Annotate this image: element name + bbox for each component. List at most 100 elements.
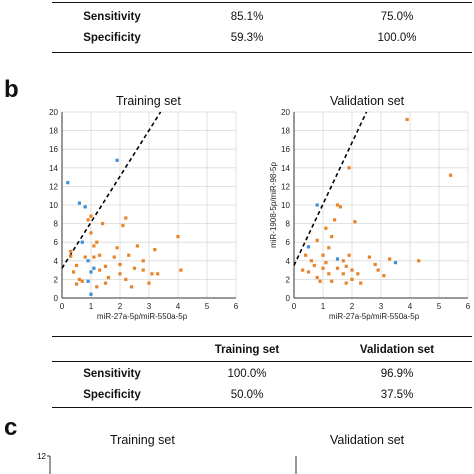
data-point — [309, 259, 313, 263]
data-point — [147, 281, 151, 285]
data-point — [327, 246, 331, 250]
data-point — [89, 231, 93, 235]
data-point — [330, 235, 334, 239]
data-point — [350, 277, 354, 281]
y-tick-label: 10 — [281, 201, 290, 210]
metric-label: Sensitivity — [83, 10, 141, 23]
data-point — [80, 279, 84, 283]
cutoff-line — [61, 111, 162, 269]
data-point — [92, 244, 96, 248]
data-point — [321, 253, 325, 257]
y-tick-label: 6 — [286, 238, 291, 247]
data-point — [89, 214, 93, 218]
data-point — [306, 270, 311, 274]
data-point — [344, 281, 348, 285]
x-tick-label: 1 — [89, 302, 94, 311]
data-point — [376, 268, 380, 272]
data-point — [118, 262, 122, 267]
y-tick-label: 2 — [286, 275, 291, 284]
data-point — [301, 268, 305, 272]
y-tick-label: 0 — [54, 294, 59, 303]
y-tick-label: 16 — [49, 145, 58, 154]
x-tick-label: 4 — [176, 302, 181, 311]
data-point — [115, 246, 119, 250]
data-point — [327, 272, 331, 276]
plot-title-validation-c: Validation set — [330, 433, 405, 447]
data-point — [72, 270, 76, 274]
data-point — [124, 216, 128, 220]
data-point — [118, 272, 122, 276]
y-tick-label: 12 — [281, 182, 290, 191]
table-header-row: Training set Validation set — [52, 339, 472, 360]
x-axis-label: miR-27a-5p/miR-550a-5p — [329, 312, 420, 321]
data-point — [405, 117, 409, 122]
table-row: Specificity 59.3% 100.0% — [52, 27, 472, 48]
x-tick-label: 6 — [234, 302, 239, 311]
y-tick-label: 12 — [49, 182, 58, 191]
data-point — [373, 262, 377, 267]
y-tick-label: 10 — [49, 201, 58, 210]
data-point — [341, 272, 345, 276]
y-tick-label: 2 — [54, 275, 59, 284]
data-point — [359, 281, 363, 285]
data-point — [74, 263, 79, 268]
data-point — [98, 268, 102, 272]
data-point — [101, 222, 105, 226]
metric-value: 59.3% — [230, 31, 264, 44]
x-tick-label: 2 — [350, 302, 355, 311]
x-tick-label: 0 — [292, 302, 297, 311]
data-point — [367, 255, 371, 259]
column-header: Validation set — [359, 343, 435, 356]
data-point — [89, 292, 93, 296]
column-header — [52, 339, 172, 360]
y-tick-label: 20 — [281, 108, 290, 117]
data-point — [103, 264, 108, 268]
data-point — [103, 281, 108, 285]
data-point — [304, 253, 308, 257]
plot-title-training: Training set — [116, 94, 181, 108]
table-a-header-rule — [52, 2, 472, 3]
data-point — [141, 259, 145, 263]
data-point — [66, 181, 70, 185]
panel-letter-b: b — [4, 76, 19, 103]
data-point — [176, 235, 180, 239]
data-point — [83, 205, 87, 209]
data-point — [315, 275, 319, 280]
x-axis-label: miR-27a-5p/miR-550a-5p — [97, 312, 188, 321]
y-axis-label: miR-1908-5p/miR-98-5p — [270, 162, 278, 248]
data-point — [95, 240, 99, 244]
data-point — [89, 270, 93, 274]
x-tick-label: 5 — [205, 302, 210, 311]
x-tick-label: 0 — [60, 302, 65, 311]
panel-c-axes: 12 — [37, 452, 297, 474]
plot-title-training-c: Training set — [110, 433, 175, 447]
table-row: Sensitivity 100.0% 96.9% — [52, 363, 472, 384]
data-point — [388, 257, 392, 261]
y-tick-label: 12 — [37, 452, 46, 461]
y-tick-label: 16 — [281, 145, 290, 154]
y-tick-label: 4 — [286, 257, 291, 266]
column-header: Training set — [214, 343, 280, 356]
table-b-body: Sensitivity 100.0% 96.9% Specificity 50.… — [52, 363, 472, 405]
data-point — [121, 223, 125, 228]
data-point — [330, 279, 334, 283]
data-point — [347, 166, 351, 170]
panel-letter-c: c — [4, 414, 18, 441]
data-point — [350, 268, 354, 272]
data-point — [130, 285, 134, 289]
data-point — [179, 268, 183, 272]
data-point — [324, 226, 328, 230]
data-point — [132, 266, 137, 270]
data-point — [324, 261, 328, 265]
data-point — [77, 277, 81, 281]
table-b-top-rule — [52, 336, 472, 337]
metric-label: Sensitivity — [83, 367, 141, 380]
data-point — [335, 257, 340, 261]
y-tick-label: 8 — [286, 220, 291, 229]
data-point — [69, 249, 73, 254]
y-tick-label: 6 — [54, 238, 59, 247]
y-tick-label: 14 — [281, 164, 290, 173]
data-point — [315, 238, 319, 242]
data-point — [86, 259, 90, 263]
plot-title-validation: Validation set — [330, 94, 405, 108]
